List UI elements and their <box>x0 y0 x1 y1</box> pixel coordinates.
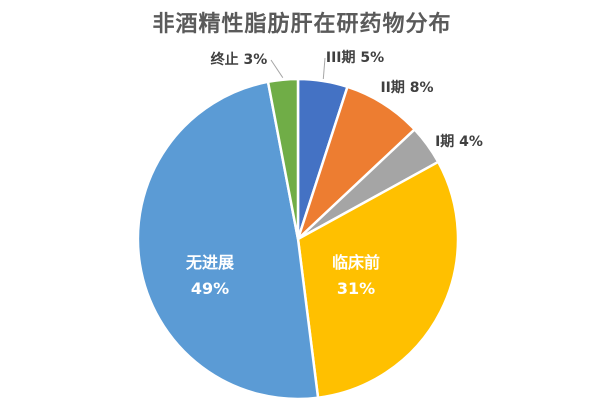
leader-line-phase3 <box>322 57 326 80</box>
slice-label-terminated: 终止 3% <box>211 51 268 68</box>
chart-title: 非酒精性脂肪肝在研药物分布 <box>152 12 452 37</box>
leader-line-terminated <box>270 59 284 78</box>
slice-preclinical <box>296 160 460 400</box>
slice-label-preclinical: 临床前 <box>332 253 380 272</box>
slice-no_progress <box>136 80 320 401</box>
slice-value-preclinical: 31% <box>337 279 375 298</box>
slice-value-no_progress: 49% <box>191 279 229 298</box>
slice-label-no_progress: 无进展 <box>185 253 235 272</box>
slice-terminated <box>266 77 300 240</box>
slice-label-phase1: I期 4% <box>435 134 483 150</box>
slice-label-phase2: II期 8% <box>380 80 433 96</box>
slice-label-phase3: III期 5% <box>326 50 384 66</box>
